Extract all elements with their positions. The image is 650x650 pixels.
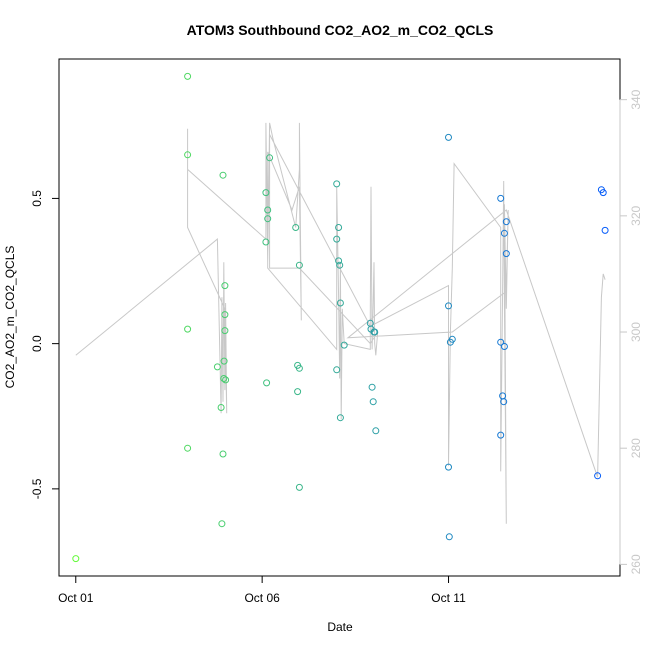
data-point	[295, 261, 303, 269]
data-point	[264, 206, 272, 214]
data-point	[262, 238, 270, 246]
point-layer	[72, 72, 609, 563]
data-point	[333, 235, 341, 243]
data-point	[502, 218, 510, 226]
x-axis-label: Date	[327, 620, 353, 634]
y-tick-label: 0.5	[30, 190, 44, 207]
data-point	[333, 180, 341, 188]
data-point	[266, 154, 274, 162]
data-point	[336, 414, 344, 422]
data-point	[601, 226, 609, 234]
data-point	[262, 189, 270, 197]
data-point	[336, 299, 344, 307]
data-point	[184, 444, 192, 452]
chart-title: ATOM3 Southbound CO2_AO2_m_CO2_QCLS	[187, 22, 494, 38]
data-point	[594, 472, 602, 480]
data-point	[295, 364, 303, 372]
data-point	[221, 327, 229, 335]
data-point	[72, 555, 80, 563]
data-point	[218, 520, 226, 528]
data-point	[336, 261, 344, 269]
data-point	[502, 250, 510, 258]
y-tick-label: -0.5	[30, 478, 44, 499]
data-point	[371, 328, 379, 336]
data-point	[445, 533, 453, 541]
data-point	[497, 338, 505, 346]
y2-tick-label: 280	[629, 438, 643, 458]
data-point	[220, 375, 228, 382]
data-point	[184, 325, 192, 333]
data-point	[369, 398, 377, 406]
data-point	[264, 215, 272, 223]
data-point	[184, 72, 192, 80]
data-point	[500, 343, 508, 350]
data-point	[599, 189, 607, 197]
data-point	[184, 151, 192, 159]
data-point	[445, 133, 452, 141]
data-point	[497, 431, 505, 439]
data-point	[217, 404, 225, 411]
data-point	[221, 311, 229, 319]
data-point	[500, 398, 508, 406]
axis-layer: Oct 01 Oct 06 Oct 11 -0.5 0.0 0.5 260 280 300 320…	[30, 89, 643, 605]
data-point	[445, 463, 452, 471]
x-tick-label: Oct 11	[431, 591, 466, 605]
data-point	[263, 379, 271, 387]
line-layer	[75, 122, 606, 524]
y2-tick-label: 260	[629, 554, 643, 574]
data-point	[335, 224, 343, 231]
data-point	[219, 171, 227, 179]
data-point	[500, 229, 508, 237]
data-point	[497, 194, 505, 202]
data-point	[368, 383, 376, 391]
y-axis-label: CO2_AO2_m_CO2_QCLS	[3, 246, 17, 389]
data-point	[335, 257, 343, 265]
data-point	[221, 282, 229, 290]
data-point	[220, 357, 228, 365]
data-point	[448, 335, 456, 343]
y-tick-label: 0.0	[30, 335, 44, 352]
data-point	[292, 224, 300, 231]
data-point	[294, 388, 302, 396]
y2-tick-label: 320	[629, 206, 643, 226]
data-point	[340, 341, 348, 349]
data-point	[219, 450, 227, 458]
data-point	[295, 483, 303, 491]
x-tick-label: Oct 06	[244, 591, 280, 605]
data-point	[213, 363, 221, 371]
series-line	[75, 122, 606, 524]
data-point	[222, 376, 230, 384]
data-point	[333, 366, 341, 374]
y2-tick-label: 300	[629, 322, 643, 342]
x-tick-label: Oct 01	[58, 591, 94, 605]
plot-frame	[58, 58, 621, 577]
y2-tick-label: 340	[629, 89, 643, 109]
data-point	[445, 302, 452, 310]
data-point	[372, 427, 380, 435]
